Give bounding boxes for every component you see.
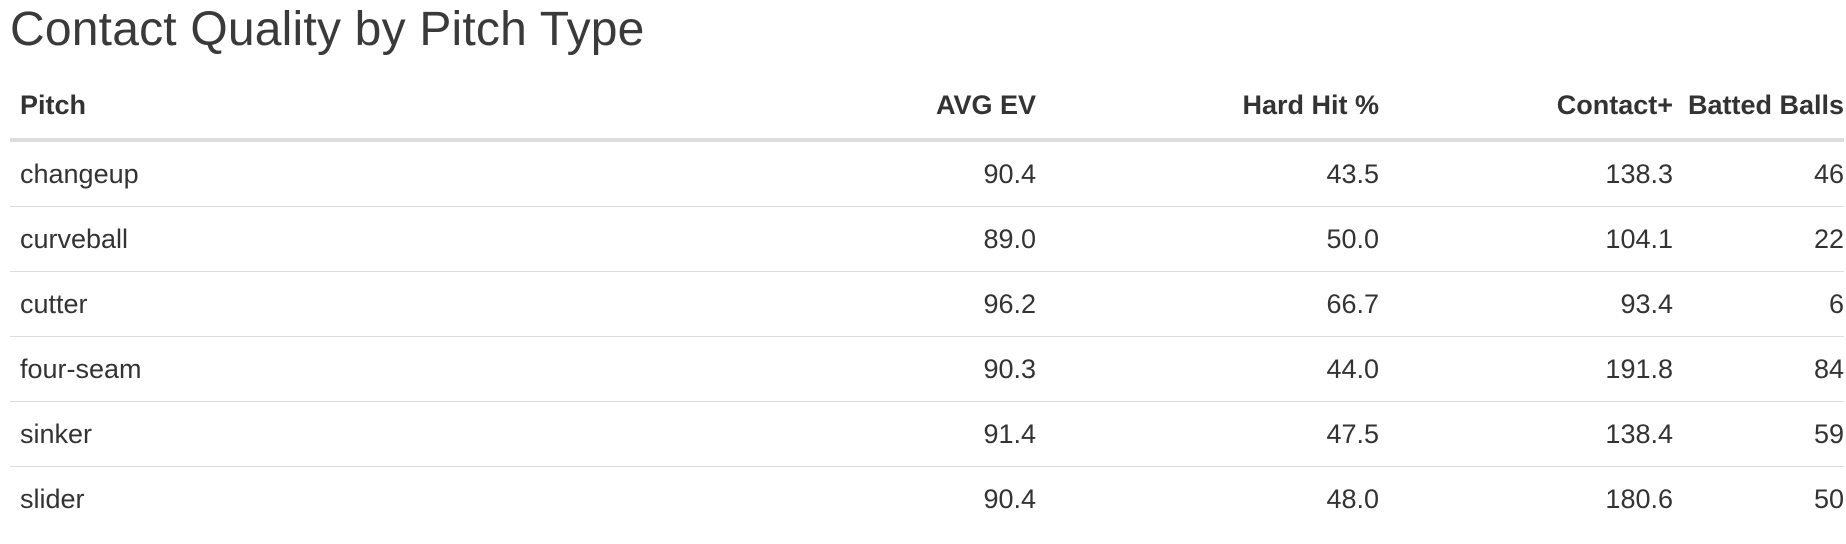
contact-quality-table: Pitch AVG EV Hard Hit % Contact+ Batted … bbox=[10, 72, 1844, 531]
cell-hard-hit-pct: 50.0 bbox=[1036, 206, 1379, 272]
cell-avg-ev: 89.0 bbox=[636, 206, 1036, 272]
cell-contact-plus: 180.6 bbox=[1605, 483, 1673, 514]
table-row: changeup 90.4 43.5 138.3 46 bbox=[10, 140, 1844, 207]
header-hard-hit-pct: Hard Hit % bbox=[1036, 72, 1379, 142]
cell-avg-ev: 96.2 bbox=[636, 271, 1036, 337]
cell-hard-hit-pct: 47.5 bbox=[1036, 401, 1379, 467]
cell-batted-balls: 59 bbox=[1673, 401, 1844, 467]
table-row: sinker 91.4 47.5 138.4 59 bbox=[10, 401, 1844, 467]
table-row: four-seam 90.3 44.0 191.8 84 bbox=[10, 336, 1844, 402]
header-avg-ev: AVG EV bbox=[636, 72, 1036, 142]
cell-batted-balls: 84 bbox=[1673, 336, 1844, 402]
cell-contact-plus: 191.8 bbox=[1379, 336, 1673, 402]
cell-avg-ev: 90.4 bbox=[983, 483, 1036, 514]
cell-contact-plus: 93.4 bbox=[1379, 271, 1673, 337]
cell-contact-plus: 138.4 bbox=[1379, 401, 1673, 467]
table-title: Contact Quality by Pitch Type bbox=[10, 3, 645, 56]
cell-avg-ev: 90.3 bbox=[636, 336, 1036, 402]
header-row: Pitch AVG EV Hard Hit % Contact+ Batted … bbox=[10, 72, 1844, 142]
cell-hard-hit-pct: 66.7 bbox=[1036, 271, 1379, 337]
cell-avg-ev: 91.4 bbox=[636, 401, 1036, 467]
cell-pitch: sinker bbox=[10, 401, 636, 467]
cell-hard-hit-pct: 43.5 bbox=[1036, 140, 1379, 207]
cell-batted-balls: 22 bbox=[1673, 206, 1844, 272]
cell-pitch: changeup bbox=[10, 140, 636, 207]
cell-batted-balls: 46 bbox=[1673, 140, 1844, 207]
table-row: slider 90.4 48.0 180.6 50 bbox=[10, 467, 1844, 532]
cell-pitch: cutter bbox=[10, 271, 636, 337]
cell-pitch: slider bbox=[20, 483, 85, 514]
cell-contact-plus: 104.1 bbox=[1379, 206, 1673, 272]
cell-pitch: four-seam bbox=[10, 336, 636, 402]
table-row: cutter 96.2 66.7 93.4 6 bbox=[10, 271, 1844, 337]
header-batted-balls: Batted Balls bbox=[1673, 72, 1844, 142]
cell-batted-balls: 50 bbox=[1813, 483, 1844, 514]
cell-hard-hit-pct: 44.0 bbox=[1036, 336, 1379, 402]
cell-batted-balls: 6 bbox=[1673, 271, 1844, 337]
cell-hard-hit-pct: 48.0 bbox=[1326, 483, 1379, 514]
header-contact-plus: Contact+ bbox=[1379, 72, 1673, 142]
cell-avg-ev: 90.4 bbox=[636, 140, 1036, 207]
header-pitch: Pitch bbox=[10, 72, 636, 142]
cell-contact-plus: 138.3 bbox=[1379, 140, 1673, 207]
table-row: curveball 89.0 50.0 104.1 22 bbox=[10, 206, 1844, 272]
cell-pitch: curveball bbox=[10, 206, 636, 272]
